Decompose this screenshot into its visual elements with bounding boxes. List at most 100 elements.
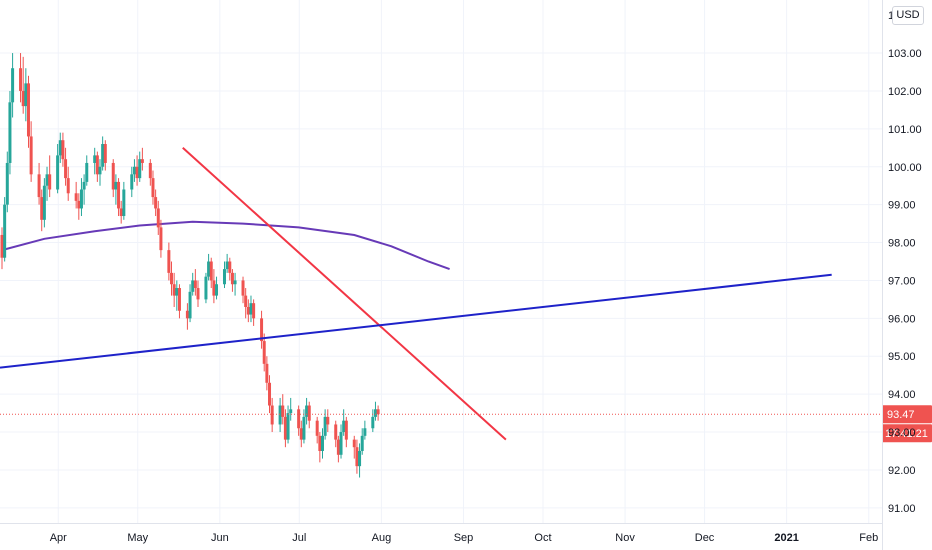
y-tick-label: 102.00 [888,86,922,98]
candle-body [249,303,253,315]
x-tick-label: May [127,532,148,544]
x-tick-label: Sep [454,532,474,544]
candle-body [260,318,264,342]
candle-body [215,284,219,296]
candle-body [167,250,171,273]
chart-grid [0,0,882,523]
y-tick-label: 94.00 [888,389,916,401]
candle-body [244,295,248,307]
countdown-badge [882,424,932,443]
currency-button[interactable]: USD [892,6,924,25]
candle-body [140,159,144,163]
y-tick-label: 92.00 [888,465,916,477]
candle-body [283,416,287,440]
candle-body [103,144,107,163]
candle-body [358,450,362,467]
candle-body [228,261,232,273]
last-price-label: 93.47 [887,409,915,421]
candle-body [172,284,176,296]
y-tick-label: 99.00 [888,200,916,212]
candle-body [371,416,375,429]
last-price-line: 93.47 17:41:21 [0,405,932,443]
candle-body [40,197,44,220]
candle-body [207,261,211,277]
candle-body [360,435,364,451]
y-tick-label: 91.00 [888,503,916,515]
candle-body [19,68,23,91]
x-tick-label: Apr [50,532,67,544]
candle-body [117,181,121,209]
candle-body [230,272,234,285]
candle-body [85,162,89,182]
candle-body [37,174,41,198]
trend-line-up [0,273,832,369]
candle-body [185,310,189,319]
x-tick-label: 2021 [774,532,798,544]
candle-body [66,178,70,194]
candle-body [0,234,4,258]
candle-body [262,341,266,364]
candle-body [342,420,346,433]
candle-body [268,382,272,406]
candle-body [318,435,322,451]
candle-body [56,155,60,190]
candle-body [193,280,197,289]
candle-body [26,83,30,137]
y-tick-label: 100.00 [888,162,922,174]
candle-body [29,136,33,175]
x-tick-label: Dec [695,532,715,544]
candle-body [344,420,348,440]
candle-body [339,432,343,455]
trend-lines[interactable] [0,147,832,441]
candle-body [302,416,306,440]
candle-body [191,280,195,292]
y-tick-label: 1 [888,10,894,22]
trend-line-down [182,147,507,441]
candle-body [151,178,155,198]
candle-body [320,435,324,451]
candle-body [77,200,81,209]
candle-body [299,428,303,440]
candle-body [42,185,46,220]
candle-body [278,405,282,425]
candle-body [363,428,367,436]
candle-body [204,276,208,300]
candle-body [305,405,309,417]
candle-body [21,90,25,107]
candle-body [79,189,83,209]
y-tick-label: 95.00 [888,351,916,363]
candle-body [225,261,229,270]
candle-body [148,162,152,179]
candle-body [93,155,97,163]
candle-body [170,272,174,285]
candle-body [177,288,181,311]
candle-body [212,280,216,296]
candle-body [233,280,237,285]
y-tick-label: 93.00 [888,427,916,439]
candle-body [154,197,158,209]
candle-body [246,306,250,315]
candle-body [82,181,86,190]
candle-body [119,208,123,217]
candle-body [323,416,327,436]
candle-body [156,208,160,228]
candle-body [101,144,105,167]
candle-body [289,409,293,414]
candle-body [252,303,256,319]
candle-body [209,261,213,281]
candle-body [122,189,126,217]
candle-body [336,439,340,455]
candle-body [297,409,301,429]
candle-body [281,405,285,417]
x-tick-label: Nov [615,532,635,544]
candle-body [48,174,52,190]
candle-body [58,140,62,156]
candle-body [326,416,330,425]
candle-body [270,405,274,425]
candle-body [5,162,9,205]
candle-body [355,447,359,467]
x-tick-label: Jun [211,532,229,544]
y-tick-label: 101.00 [888,124,922,136]
